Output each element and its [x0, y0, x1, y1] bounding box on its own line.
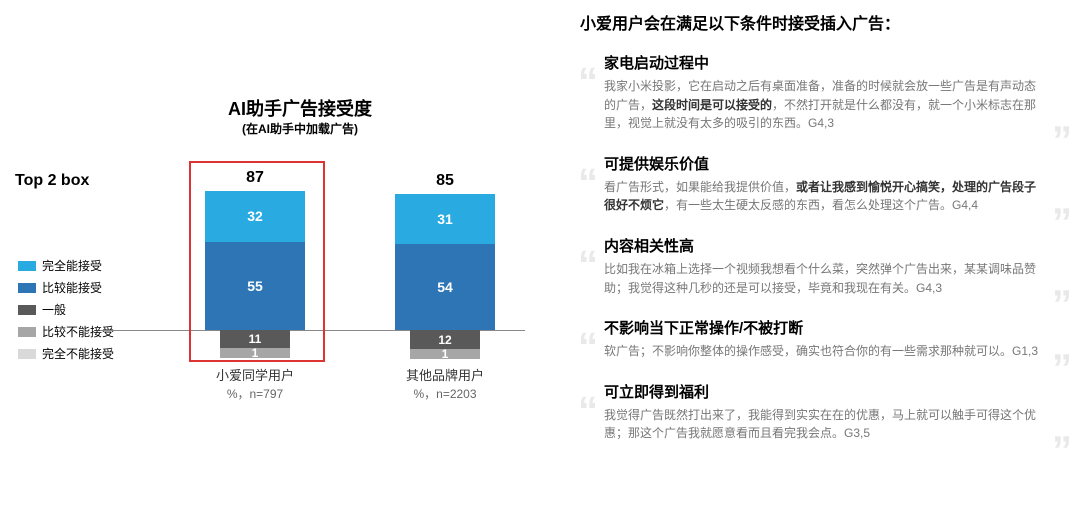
quote-open-icon: “: [578, 175, 598, 191]
legend-swatch: [18, 327, 36, 337]
insight-heading: 不影响当下正常操作/不被打断: [604, 317, 1046, 338]
bar-value: 11: [220, 332, 290, 346]
legend-swatch: [18, 261, 36, 271]
insight-heading: 可提供娱乐价值: [604, 153, 1046, 174]
legend-item: 完全能接受: [18, 255, 114, 277]
insight-item: “ 内容相关性高比如我在冰箱上选择一个视频我想看个什么菜，突然弹个广告出来，某某调…: [580, 235, 1070, 297]
group-n: %，n=797: [195, 385, 315, 402]
insight-body: 我觉得广告既然打出来了，我能得到实实在在的优惠，马上就可以触手可得这个优惠；那这…: [604, 406, 1046, 443]
bar-value: 31: [395, 211, 495, 227]
legend-label: 一般: [42, 299, 66, 321]
chart-title: AI助手广告接受度: [155, 95, 445, 121]
insight-emphasis: 或者让我感到愉悦开心搞笑，处理的广告段子很好不烦它: [604, 180, 1036, 213]
quote-close-icon: ”: [1052, 297, 1072, 313]
quote-close-icon: ”: [1052, 215, 1072, 231]
insight-heading: 家电启动过程中: [604, 52, 1046, 73]
bar-value: 55: [205, 278, 305, 294]
bar-value: 32: [205, 208, 305, 224]
section-title: 小爱用户会在满足以下条件时接受插入广告：: [580, 10, 1070, 34]
quote-close-icon: ”: [1052, 133, 1072, 149]
bar-segment: 54: [395, 244, 495, 330]
insight-body: 比如我在冰箱上选择一个视频我想看个什么菜，突然弹个广告出来，某某调味品赞助；我觉…: [604, 260, 1046, 297]
bar-value: 1: [410, 347, 480, 361]
bar-value: 12: [410, 333, 480, 347]
bar-segment: 55: [205, 242, 305, 330]
quote-open-icon: “: [578, 257, 598, 273]
insight-body: 软广告；不影响你整体的操作感受，确实也符合你的有一些需求那种就可以。G1,3: [604, 342, 1046, 361]
legend-label: 比较能接受: [42, 277, 102, 299]
insight-item: “ 不影响当下正常操作/不被打断软广告；不影响你整体的操作感受，确实也符合你的有一…: [580, 317, 1070, 361]
chart-legend: 完全能接受比较能接受一般比较不能接受完全不能接受: [18, 255, 114, 365]
insight-emphasis: 这段时间是可以接受的: [652, 98, 772, 112]
top2box-value: 85: [385, 172, 505, 190]
group-label: 小爱同学用户: [195, 365, 315, 384]
chart-subtitle: (在AI助手中加载广告): [155, 120, 445, 137]
bar-value: 1: [220, 346, 290, 360]
bar-segment-below: 1: [410, 349, 480, 359]
legend-item: 比较能接受: [18, 277, 114, 299]
chart-plot: 553287111小爱同学用户%，n=797543185121其他品牌用户%，n…: [155, 160, 525, 380]
quote-close-icon: ”: [1052, 443, 1072, 459]
insight-body: 我家小米投影，它在启动之后有桌面准备，准备的时候就会放一些广告是有声动态的广告，…: [604, 77, 1046, 133]
bar-segment: 31: [395, 194, 495, 244]
bar-group: 553287111小爱同学用户%，n=797: [195, 160, 315, 380]
legend-label: 完全不能接受: [42, 343, 114, 365]
insight-item: “ 可立即得到福利我觉得广告既然打出来了，我能得到实实在在的优惠，马上就可以触手可…: [580, 381, 1070, 443]
bar-group: 543185121其他品牌用户%，n=2203: [385, 160, 505, 380]
legend-item: 比较不能接受: [18, 321, 114, 343]
group-label: 其他品牌用户: [385, 365, 505, 384]
bar-segment: 32: [205, 191, 305, 242]
bar-value: 54: [395, 279, 495, 295]
chart-region: AI助手广告接受度 (在AI助手中加载广告) Top 2 box 完全能接受比较…: [0, 0, 570, 518]
top2box-value: 87: [195, 169, 315, 187]
insight-body: 看广告形式，如果能给我提供价值，或者让我感到愉悦开心搞笑，处理的广告段子很好不烦…: [604, 178, 1046, 215]
group-n: %，n=2203: [385, 385, 505, 402]
legend-swatch: [18, 305, 36, 315]
legend-swatch: [18, 283, 36, 293]
legend-label: 完全能接受: [42, 255, 102, 277]
bar-segment-below: 1: [220, 348, 290, 358]
insight-item: “ 家电启动过程中我家小米投影，它在启动之后有桌面准备，准备的时候就会放一些广告是…: [580, 52, 1070, 133]
legend-item: 一般: [18, 299, 114, 321]
legend-swatch: [18, 349, 36, 359]
quote-close-icon: ”: [1052, 361, 1072, 377]
top2box-label: Top 2 box: [15, 172, 89, 190]
insight-heading: 内容相关性高: [604, 235, 1046, 256]
quote-open-icon: “: [578, 339, 598, 355]
legend-item: 完全不能接受: [18, 343, 114, 365]
right-region: 小爱用户会在满足以下条件时接受插入广告： “ 家电启动过程中我家小米投影，它在启动…: [580, 10, 1070, 463]
insight-heading: 可立即得到福利: [604, 381, 1046, 402]
insight-item: “ 可提供娱乐价值看广告形式，如果能给我提供价值，或者让我感到愉悦开心搞笑，处理的…: [580, 153, 1070, 215]
quote-open-icon: “: [578, 403, 598, 419]
quote-open-icon: “: [578, 74, 598, 90]
legend-label: 比较不能接受: [42, 321, 114, 343]
